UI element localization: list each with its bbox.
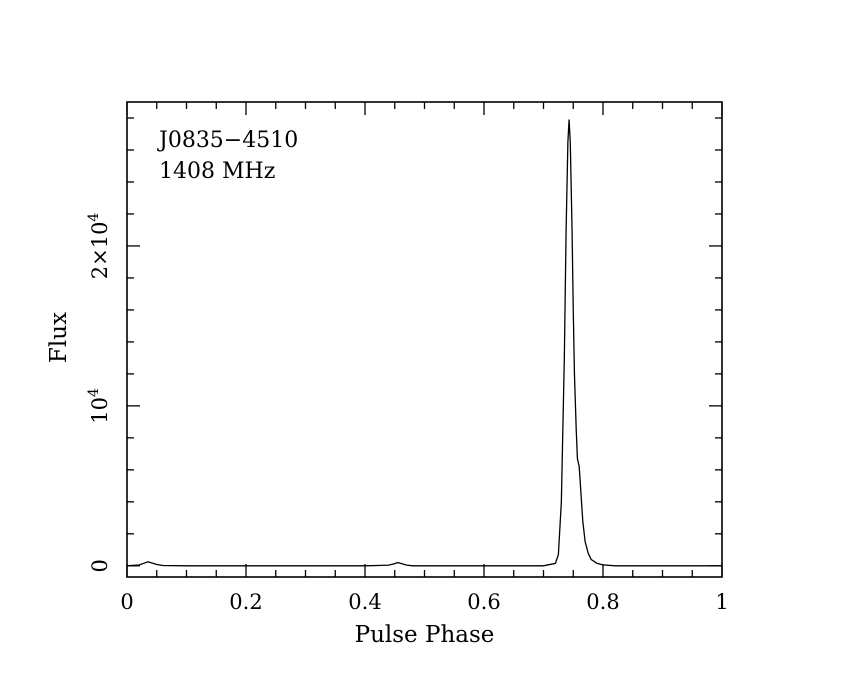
x-tick-label: 0.2 (229, 590, 262, 614)
x-tick-label: 0.6 (467, 590, 500, 614)
pulsar-name-annotation: J0835−4510 (157, 128, 298, 153)
plot-frame (126, 101, 723, 578)
x-tick-label: 0.4 (348, 590, 381, 614)
y-tick-label: 2×104 (86, 213, 112, 280)
frequency-annotation: 1408 MHz (159, 159, 275, 184)
x-tick-label: 1 (715, 590, 728, 614)
y-tick-label: 0 (88, 559, 112, 572)
x-axis-label: Pulse Phase (355, 622, 495, 648)
x-tick-label: 0.8 (586, 590, 619, 614)
x-tick-labels: 0 0.2 0.4 0.6 0.8 1 (120, 590, 728, 614)
y-tick-label: 104 (86, 388, 112, 424)
pulse-profile-line (126, 119, 722, 567)
axis-ticks (126, 102, 723, 577)
y-tick-labels: 0 104 2×104 (86, 213, 112, 573)
x-tick-label: 0 (120, 590, 133, 614)
y-axis-label: Flux (46, 312, 72, 363)
